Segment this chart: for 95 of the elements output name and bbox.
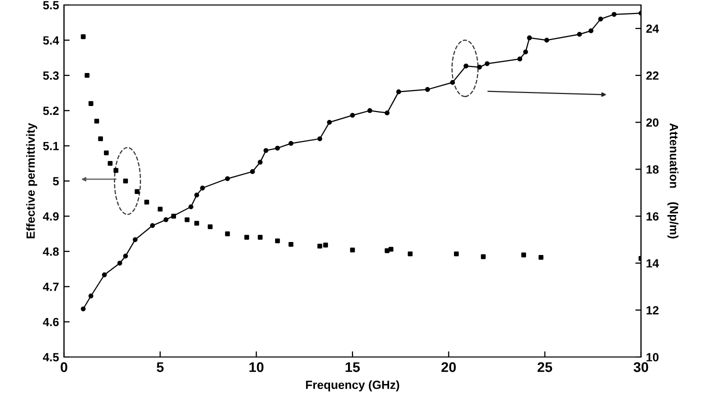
y-tick-label: 5 (52, 177, 59, 186)
point (244, 234, 250, 240)
point (225, 176, 230, 182)
point (80, 34, 86, 40)
point (132, 237, 138, 242)
y2-axis-title: Attenuation (Np/m) (667, 123, 678, 238)
y-tick-label: 5.2 (43, 106, 59, 115)
point (188, 204, 194, 210)
point (317, 136, 322, 142)
x-tick-label: 0 (60, 362, 68, 372)
x-axis-title: Frequency (GHz) (306, 380, 400, 392)
point (317, 244, 322, 249)
y-tick-label: 5.1 (43, 142, 59, 150)
point (117, 260, 122, 266)
point (384, 248, 390, 254)
y2-tick-label: 10 (646, 353, 659, 362)
point (350, 248, 355, 252)
point (454, 251, 459, 256)
point (258, 234, 263, 240)
point (288, 242, 294, 247)
point (577, 32, 582, 37)
x-tick-label: 30 (634, 362, 648, 372)
x-tick-label: 20 (441, 362, 456, 372)
y2-tick-label: 22 (646, 71, 659, 80)
y2-tick-label: 14 (646, 259, 659, 268)
point (250, 169, 255, 174)
point (598, 16, 604, 22)
y-axis-title: Effective permittivity (26, 122, 38, 238)
point (200, 186, 205, 190)
point (84, 73, 90, 78)
point (425, 87, 430, 92)
point (194, 192, 200, 198)
y-tick-label: 4.5 (42, 353, 59, 362)
point (477, 64, 482, 70)
y2-tick-label: 20 (646, 118, 659, 127)
point (408, 251, 413, 256)
point (450, 80, 455, 85)
point (588, 28, 594, 34)
point (98, 136, 103, 142)
point (123, 254, 128, 259)
point (94, 118, 100, 124)
point (396, 89, 402, 94)
point (521, 252, 526, 258)
point (134, 189, 140, 194)
point (158, 206, 163, 212)
x-tick-label: 10 (249, 362, 264, 372)
y2-tick-label: 12 (646, 306, 659, 314)
point (538, 254, 544, 260)
point (88, 294, 94, 298)
point (102, 272, 107, 278)
point (144, 200, 150, 205)
point (350, 112, 355, 118)
point (323, 242, 328, 248)
point (88, 101, 94, 106)
y2-tick-label: 16 (646, 212, 659, 221)
y-tick-label: 4.8 (42, 247, 59, 256)
point (275, 238, 280, 244)
point (326, 120, 332, 125)
point (104, 150, 109, 156)
point (523, 50, 528, 54)
x-tick-label: 25 (538, 362, 552, 372)
x-tick-label: 5 (156, 362, 164, 372)
point (464, 64, 468, 68)
point (288, 141, 294, 146)
point (123, 178, 128, 184)
y2-tick-label: 18 (646, 165, 659, 174)
x-tick-label: 15 (346, 362, 360, 372)
y-tick-label: 5.5 (43, 1, 59, 10)
point (517, 56, 522, 62)
point (480, 254, 486, 260)
y2-tick-label: 24 (646, 24, 659, 33)
point (527, 35, 532, 40)
y-tick-label: 4.9 (42, 212, 59, 221)
point (150, 223, 155, 228)
point (544, 38, 550, 43)
point (258, 160, 263, 165)
point (194, 220, 200, 226)
point (114, 168, 118, 173)
point (184, 217, 190, 222)
point (275, 146, 280, 151)
y-tick-label: 5.4 (43, 36, 60, 45)
point (484, 61, 490, 66)
y-tick-label: 5.3 (43, 71, 59, 80)
point (384, 110, 390, 116)
y-tick-label: 4.7 (42, 282, 59, 291)
point (80, 306, 86, 312)
point (108, 161, 113, 166)
point (264, 148, 268, 153)
y-tick-label: 4.6 (42, 318, 59, 326)
point (164, 217, 168, 222)
point (388, 246, 394, 252)
point (208, 224, 213, 230)
point (367, 108, 372, 114)
point (225, 231, 230, 236)
point (612, 12, 617, 17)
